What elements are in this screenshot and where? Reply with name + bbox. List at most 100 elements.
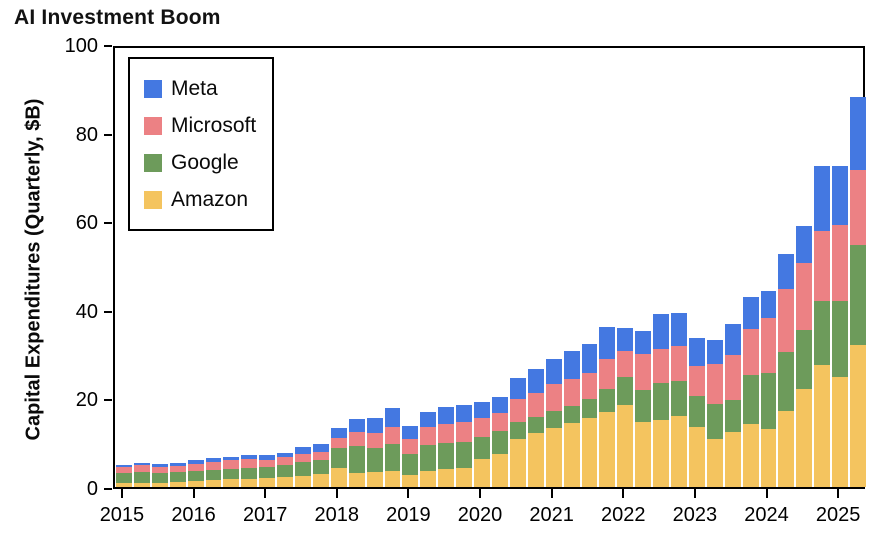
bar-segment-google [312,459,329,475]
bar-segment-microsoft [509,398,526,422]
bar-segment-meta [492,397,508,414]
bar-segment-meta [742,297,759,330]
x-tick-label-2016: 2016 [171,504,216,526]
bar-2022-Q1 [617,327,634,487]
bar-segment-amazon [814,365,831,487]
bar-segment-google [456,441,473,468]
bar-segment-google [509,421,526,439]
bar-segment-google [205,469,222,481]
bar-segment-google [706,403,723,439]
bar-2021-Q2 [563,351,580,487]
bar-2020-Q1 [474,402,490,487]
bar-segment-microsoft [671,346,687,382]
bar-segment-meta [312,444,329,453]
bar-segment-amazon [241,478,258,487]
x-tick-2021 [550,489,553,498]
bar-segment-amazon [599,411,616,487]
legend-item-google: Google [144,144,256,181]
bar-segment-amazon [277,477,294,487]
bar-segment-google [850,245,866,346]
legend-item-amazon: Amazon [144,181,256,218]
bar-segment-google [295,462,311,476]
bar-segment-google [330,448,347,468]
bar-segment-amazon [832,376,849,487]
bar-segment-microsoft [688,365,705,397]
bar-segment-meta [545,358,562,385]
bar-segment-meta [169,462,186,466]
bar-segment-meta [653,314,670,349]
bar-segment-google [814,300,831,366]
bar-segment-meta [688,338,705,366]
bar-segment-microsoft [330,437,347,449]
bar-segment-meta [832,166,849,225]
x-tick-label-2015: 2015 [99,504,145,526]
bar-segment-amazon [545,427,562,487]
x-tick-label-2019: 2019 [386,504,431,526]
bar-segment-meta [366,418,383,433]
bar-segment-google [742,374,759,424]
x-tick-2022 [622,489,625,498]
bar-segment-meta [116,464,132,468]
bar-segment-google [223,468,240,480]
bar-segment-google [420,444,437,472]
bar-2020-Q2 [492,397,508,487]
y-tick-label-60: 60 [75,212,98,235]
bar-segment-microsoft [133,465,150,473]
bar-segment-google [832,300,849,377]
bar-segment-amazon [796,388,813,487]
bar-2023-Q4 [742,297,759,487]
bar-segment-microsoft [116,467,132,474]
bar-segment-amazon [492,453,508,487]
bar-segment-microsoft [348,432,365,447]
bar-segment-google [384,443,401,472]
bar-segment-amazon [151,482,168,487]
bar-segment-amazon [671,416,687,487]
bar-segment-google [545,410,562,428]
bar-segment-amazon [312,474,329,487]
bar-2020-Q4 [527,368,544,487]
bar-segment-amazon [438,469,455,487]
bar-segment-meta [814,166,831,231]
y-tick-label-40: 40 [75,300,98,323]
bar-segment-microsoft [259,459,276,467]
bar-segment-meta [760,291,777,319]
bar-segment-amazon [259,478,276,487]
bar-segment-amazon [223,479,240,487]
bar-segment-amazon [742,423,759,487]
bar-segment-google [563,405,580,424]
bar-2023-Q2 [706,340,723,487]
y-tick-label-80: 80 [75,123,98,146]
bar-segment-meta [724,323,741,356]
bar-2018-Q2 [348,418,365,487]
bar-2023-Q3 [724,323,741,487]
bar-segment-google [241,467,258,479]
bar-segment-microsoft [778,289,795,352]
x-tick-2017 [264,489,267,498]
x-tick-2015 [120,489,123,498]
bar-segment-google [617,377,634,406]
bar-segment-amazon [169,482,186,487]
bar-2019-Q2 [420,411,437,487]
bar-segment-meta [420,411,437,427]
bar-segment-google [402,454,419,476]
bar-2019-Q4 [456,405,473,487]
bar-2019-Q3 [438,407,455,487]
bar-2019-Q1 [402,425,419,487]
bar-segment-meta [384,408,401,428]
bar-segment-microsoft [420,426,437,445]
bar-segment-microsoft [241,459,258,468]
bar-segment-google [366,447,383,473]
bar-segment-microsoft [456,421,473,442]
bar-segment-meta [509,377,526,399]
bar-2025-Q2 [850,96,866,487]
bar-segment-meta [348,418,365,433]
bar-segment-google [724,399,741,433]
legend-item-meta: Meta [144,70,256,107]
bar-segment-amazon [724,432,741,487]
bar-2022-Q2 [635,331,652,487]
x-tick-2018 [335,489,338,498]
y-tick-20 [104,399,112,402]
bar-2015-Q1 [116,464,132,487]
legend-swatch-amazon [144,190,162,209]
bar-2015-Q2 [133,462,150,487]
